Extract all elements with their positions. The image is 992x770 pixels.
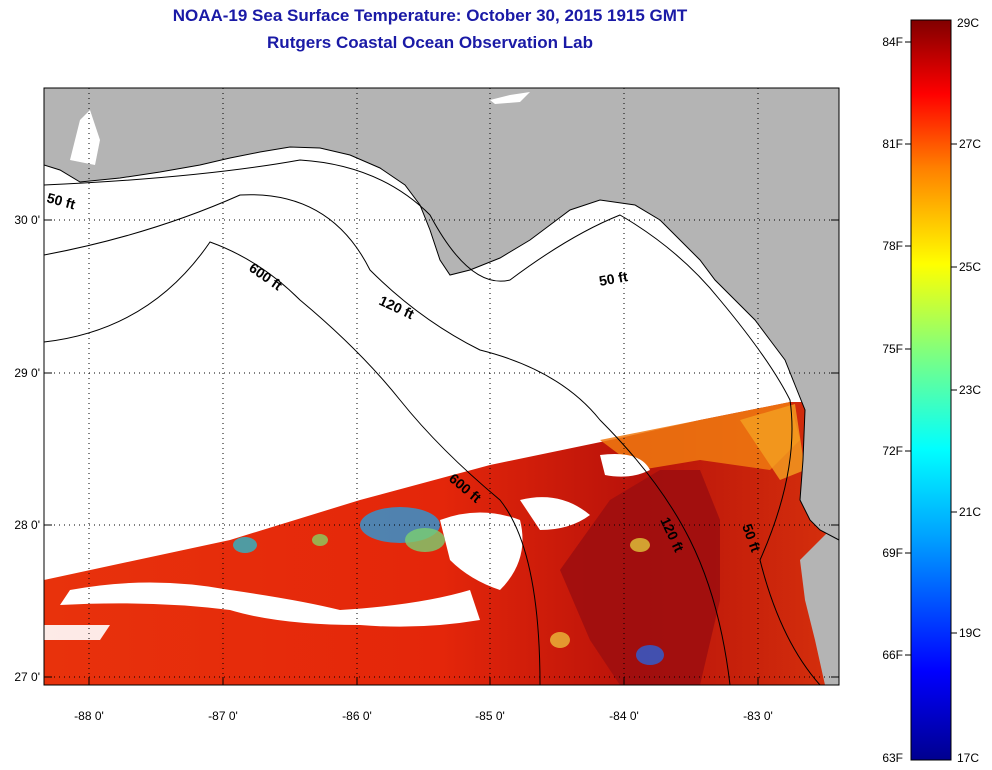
cb-f-75: 75F	[882, 342, 903, 356]
cb-f-63: 63F	[882, 751, 903, 765]
cb-c-17: 17C	[957, 751, 979, 765]
cb-c-21: 21C	[959, 505, 981, 519]
lat-label-29: 29 0'	[14, 366, 40, 380]
lon-label-86: -86 0'	[342, 709, 372, 723]
cb-f-78: 78F	[882, 239, 903, 253]
contour-600ft	[44, 241, 541, 685]
sst-swath	[44, 402, 839, 685]
bay	[70, 110, 100, 165]
lat-label-27: 27 0'	[14, 670, 40, 684]
land-mass	[44, 88, 839, 540]
cb-f-72: 72F	[882, 444, 903, 458]
cb-c-29: 29C	[957, 16, 979, 30]
cb-c-23: 23C	[959, 383, 981, 397]
map-title: NOAA-19 Sea Surface Temperature: October…	[172, 6, 688, 25]
contour-label-50ft-east: 50 ft	[598, 268, 629, 289]
map-area: 50 ft 600 ft 120 ft 50 ft 600 ft 120 ft …	[44, 88, 839, 685]
map-frame	[43, 87, 840, 686]
cb-c-25: 25C	[959, 260, 981, 274]
contour-label-50ft-west: 50 ft	[45, 189, 77, 212]
cb-f-69: 69F	[882, 546, 903, 560]
lat-label-28: 28 0'	[14, 518, 40, 532]
lon-label-87: -87 0'	[208, 709, 238, 723]
temperature-colorbar: 84F 81F 78F 75F 72F 69F 66F 63F 29C 27C …	[882, 16, 981, 765]
contour-120ft	[44, 194, 731, 685]
lon-label-85: -85 0'	[475, 709, 505, 723]
lat-label-30: 30 0'	[14, 213, 40, 227]
lake	[490, 92, 530, 104]
lon-label-88: -88 0'	[74, 709, 104, 723]
cb-c-27: 27C	[959, 137, 981, 151]
contour-50ft	[44, 159, 821, 685]
lon-label-84: -84 0'	[609, 709, 639, 723]
cb-f-81: 81F	[882, 137, 903, 151]
land-southeast	[800, 530, 839, 685]
cb-f-66: 66F	[882, 648, 903, 662]
cb-c-19: 19C	[959, 626, 981, 640]
cb-f-84: 84F	[882, 35, 903, 49]
map-subtitle: Rutgers Coastal Ocean Observation Lab	[267, 33, 593, 52]
lon-label-83: -83 0'	[743, 709, 773, 723]
